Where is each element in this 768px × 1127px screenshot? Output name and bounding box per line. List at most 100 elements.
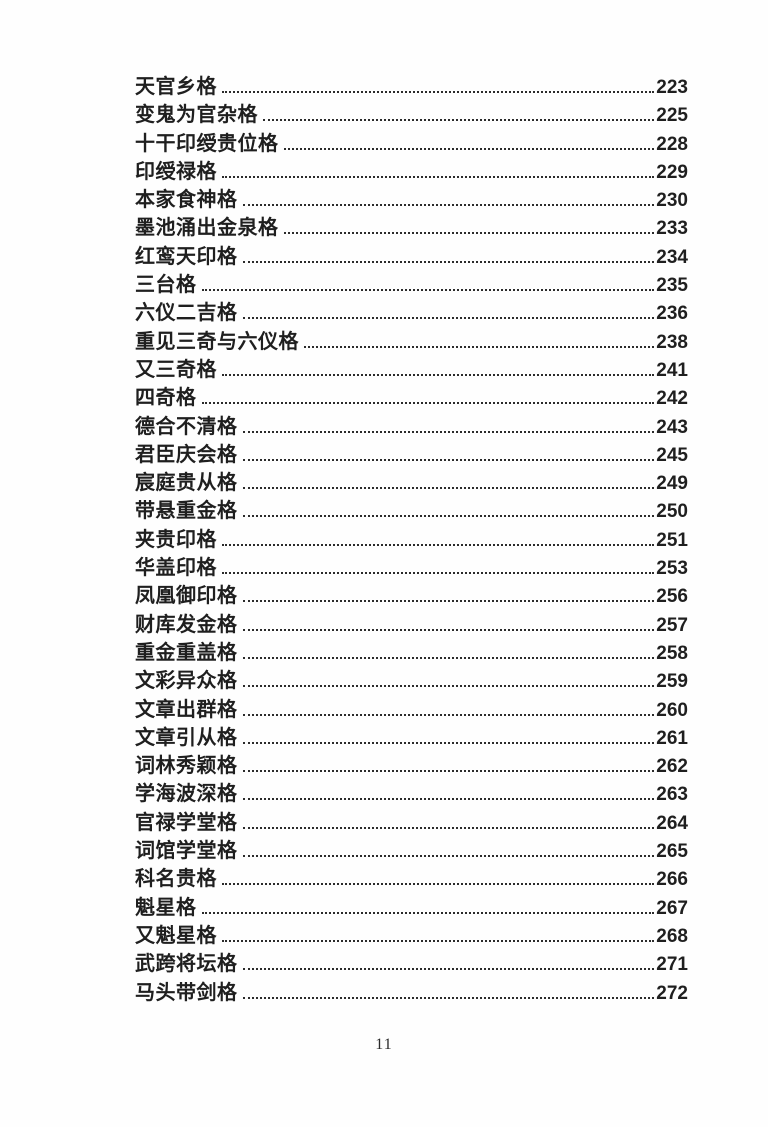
toc-entry-page: 267 <box>656 897 688 919</box>
toc-entry-page: 242 <box>656 388 688 410</box>
toc-entry-title: 马头带剑格 <box>135 981 238 1004</box>
toc-entry-page: 250 <box>656 501 688 523</box>
dot-leader <box>201 909 655 914</box>
toc-entry-page: 245 <box>656 444 688 466</box>
toc-entry: 马头带剑格 272 <box>135 976 688 1004</box>
toc-entry-title: 带悬重金格 <box>135 500 238 523</box>
dot-leader <box>242 795 655 801</box>
toc-entry-page: 260 <box>656 699 688 721</box>
toc-entry-title: 武跨将坛格 <box>135 953 238 976</box>
toc-entry: 变鬼为官杂格 225 <box>135 98 688 126</box>
toc-entry-page: 271 <box>656 954 688 976</box>
toc-entry-title: 科名贵格 <box>135 868 217 891</box>
toc-entry-title: 官禄学堂格 <box>135 811 238 834</box>
toc-entry-title: 本家食神格 <box>135 189 238 212</box>
toc-entry-title: 三台格 <box>135 274 197 297</box>
dot-leader <box>242 654 655 659</box>
dot-leader <box>242 852 655 858</box>
toc-entry: 红鸾天印格 234 <box>135 240 688 268</box>
toc-entry: 文章引从格 261 <box>135 721 688 749</box>
toc-entry-page: 265 <box>656 841 688 863</box>
toc-entry-page: 262 <box>656 756 688 778</box>
toc-entry-title: 宸庭贵从格 <box>135 472 238 495</box>
dot-leader <box>242 739 655 744</box>
toc-entry-title: 天官乡格 <box>135 76 217 98</box>
dot-leader <box>242 428 655 433</box>
toc-entry-page: 228 <box>656 133 688 155</box>
toc-entry: 学海波深格 263 <box>135 777 688 805</box>
toc-entry-title: 魁星格 <box>135 896 197 919</box>
dot-leader <box>283 145 655 150</box>
toc-entry-title: 四奇格 <box>135 387 197 410</box>
toc-entry: 夹贵印格 251 <box>135 523 688 551</box>
toc-entry-page: 234 <box>656 246 688 268</box>
toc-entry-page: 238 <box>656 331 688 353</box>
dot-leader <box>242 626 655 631</box>
toc-entry: 墨池涌出金泉格 233 <box>135 211 688 239</box>
toc-entry-title: 十干印绶贵位格 <box>135 132 279 155</box>
dot-leader <box>242 512 655 518</box>
toc-entry-title: 凤凰御印格 <box>135 585 238 608</box>
toc-entry-title: 重见三奇与六仪格 <box>135 330 299 353</box>
table-of-contents: 天官乡格 223 变鬼为官杂格 225 十干印绶贵位格 228 印绶禄格 229 本家食… <box>135 70 688 1004</box>
toc-entry: 科名贵格 266 <box>135 862 688 890</box>
toc-entry-page: 258 <box>656 642 688 664</box>
toc-entry-title: 财库发金格 <box>135 613 238 636</box>
toc-entry-title: 文彩异众格 <box>135 670 238 693</box>
toc-entry: 三台格 235 <box>135 268 688 296</box>
toc-entry-title: 墨池涌出金泉格 <box>135 217 279 240</box>
toc-entry: 词馆学堂格 265 <box>135 834 688 862</box>
toc-entry: 凤凰御印格 256 <box>135 579 688 607</box>
dot-leader <box>242 597 655 603</box>
toc-entry-page: 251 <box>656 529 688 551</box>
dot-leader <box>242 824 655 829</box>
toc-entry-page: 272 <box>656 982 688 1004</box>
dot-leader <box>222 173 655 178</box>
toc-entry: 又魁星格 268 <box>135 919 688 947</box>
toc-entry-title: 重金重盖格 <box>135 641 238 664</box>
toc-entry: 又三奇格 241 <box>135 353 688 381</box>
toc-entry-title: 文章出群格 <box>135 698 238 721</box>
toc-entry-page: 264 <box>656 812 688 834</box>
toc-entry-title: 又三奇格 <box>135 358 217 381</box>
toc-entry: 文彩异众格 259 <box>135 664 688 692</box>
toc-entry: 六仪二吉格 236 <box>135 296 688 324</box>
toc-entry: 德合不清格 243 <box>135 410 688 438</box>
dot-leader <box>242 767 655 773</box>
page-number: 11 <box>375 1036 393 1053</box>
toc-entry-title: 德合不清格 <box>135 415 238 438</box>
dot-leader <box>242 201 655 207</box>
toc-entry: 十干印绶贵位格 228 <box>135 127 688 155</box>
dot-leader <box>242 682 655 688</box>
toc-entry-title: 华盖印格 <box>135 557 217 580</box>
dot-leader <box>242 484 655 490</box>
dot-leader <box>242 711 655 716</box>
dot-leader <box>222 569 655 575</box>
toc-entry: 四奇格 242 <box>135 381 688 409</box>
toc-entry: 武跨将坛格 271 <box>135 947 688 975</box>
toc-entry-page: 230 <box>656 190 688 212</box>
dot-leader <box>222 88 655 93</box>
toc-entry: 重金重盖格 258 <box>135 636 688 664</box>
toc-entry-title: 又魁星格 <box>135 924 217 947</box>
toc-entry-page: 229 <box>656 161 688 183</box>
dot-leader <box>242 456 655 461</box>
toc-entry-title: 夹贵印格 <box>135 528 217 551</box>
toc-entry-page: 249 <box>656 473 688 495</box>
dot-leader <box>242 994 655 999</box>
toc-entry: 魁星格 267 <box>135 891 688 919</box>
toc-entry-title: 词馆学堂格 <box>135 840 238 863</box>
toc-entry-page: 223 <box>656 77 688 98</box>
toc-entry: 官禄学堂格 264 <box>135 806 688 834</box>
toc-entry: 本家食神格 230 <box>135 183 688 211</box>
toc-entry-page: 266 <box>656 869 688 891</box>
toc-entry: 财库发金格 257 <box>135 608 688 636</box>
toc-entry-title: 印绶禄格 <box>135 160 217 183</box>
dot-leader <box>222 541 655 546</box>
dot-leader <box>201 286 655 292</box>
toc-entry-title: 词林秀颖格 <box>135 755 238 778</box>
dot-leader <box>242 314 655 320</box>
toc-entry-page: 233 <box>656 218 688 240</box>
toc-entry: 词林秀颖格 262 <box>135 749 688 777</box>
